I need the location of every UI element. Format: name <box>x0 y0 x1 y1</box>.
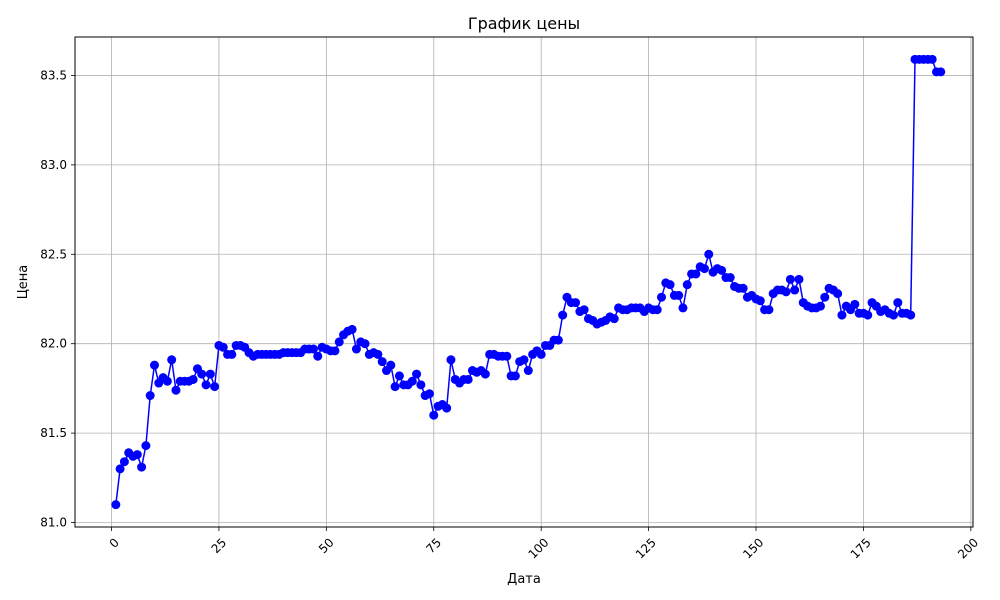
data-point <box>145 391 155 401</box>
data-point <box>347 324 357 334</box>
data-point <box>111 500 121 510</box>
data-point <box>519 355 529 365</box>
data-point <box>416 380 426 390</box>
data-point <box>738 283 748 293</box>
data-point <box>167 355 177 365</box>
data-point <box>351 344 361 354</box>
data-point <box>446 355 456 365</box>
data-point <box>717 265 727 275</box>
data-point <box>927 54 937 64</box>
data-point <box>704 249 714 259</box>
data-point <box>480 369 490 379</box>
data-series <box>111 54 946 510</box>
data-point <box>205 369 215 379</box>
data-point <box>815 301 825 311</box>
y-tick-label: 82.5 <box>40 247 67 261</box>
data-point <box>210 382 220 392</box>
data-point <box>536 349 546 359</box>
x-axis-label: Дата <box>507 572 541 587</box>
data-point <box>188 374 198 384</box>
data-point <box>162 376 172 386</box>
data-point <box>424 389 434 399</box>
data-point <box>386 360 396 370</box>
data-point <box>790 285 800 295</box>
data-point <box>691 269 701 279</box>
data-point <box>407 376 417 386</box>
data-point <box>794 274 804 284</box>
data-point <box>463 374 473 384</box>
y-axis-label: Цена <box>16 265 31 300</box>
data-point <box>523 366 533 376</box>
data-point <box>558 310 568 320</box>
data-point <box>893 298 903 308</box>
data-point <box>197 369 207 379</box>
data-point <box>442 403 452 413</box>
plot-area-frame <box>74 36 974 528</box>
data-point <box>510 371 520 381</box>
data-point <box>360 339 370 349</box>
data-point <box>820 292 830 302</box>
data-point <box>863 310 873 320</box>
data-point <box>201 380 211 390</box>
data-point <box>502 351 512 361</box>
data-point <box>373 349 383 359</box>
chart-title: График цены <box>468 14 580 33</box>
data-point <box>149 360 159 370</box>
data-point <box>429 410 439 420</box>
data-point <box>674 290 684 300</box>
data-point <box>837 310 847 320</box>
data-point <box>141 441 151 451</box>
data-point <box>218 342 228 352</box>
data-point <box>390 382 400 392</box>
data-point <box>330 346 340 356</box>
data-point <box>833 289 843 299</box>
data-point <box>936 67 946 77</box>
data-point <box>308 344 318 354</box>
data-point <box>137 462 147 472</box>
data-point <box>678 303 688 313</box>
data-point <box>725 273 735 283</box>
data-point <box>665 280 675 290</box>
data-point <box>394 371 404 381</box>
data-point <box>571 298 581 308</box>
data-point <box>785 274 795 284</box>
data-point <box>699 264 709 274</box>
data-point <box>755 296 765 306</box>
data-point <box>334 337 344 347</box>
y-tick-label: 83.0 <box>40 158 67 172</box>
data-point <box>850 299 860 309</box>
data-point <box>412 369 422 379</box>
data-point <box>227 349 237 359</box>
data-point <box>132 450 142 460</box>
data-point <box>656 292 666 302</box>
data-point <box>764 305 774 315</box>
data-point <box>377 357 387 367</box>
data-point <box>906 310 916 320</box>
data-point <box>579 305 589 315</box>
data-point <box>781 287 791 297</box>
y-tick-label: 81.5 <box>40 426 67 440</box>
data-point <box>313 351 323 361</box>
data-point <box>171 385 181 395</box>
y-tick-label: 81.0 <box>40 516 67 530</box>
data-point <box>119 457 129 467</box>
data-point <box>682 280 692 290</box>
data-point <box>889 310 899 320</box>
y-tick-label: 83.5 <box>40 68 67 82</box>
data-point <box>609 314 619 324</box>
data-point <box>553 335 563 345</box>
data-point <box>652 305 662 315</box>
data-point <box>115 464 125 474</box>
y-tick-label: 82.0 <box>40 337 67 351</box>
